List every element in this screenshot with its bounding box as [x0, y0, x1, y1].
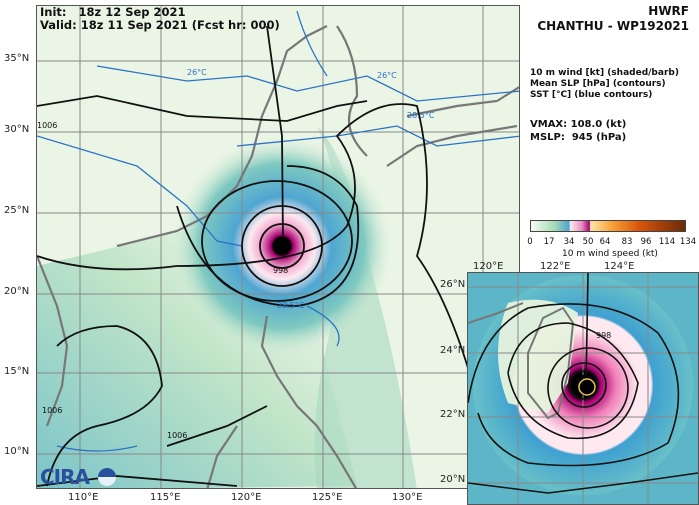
colorbar-label: 10 m wind speed (kt) — [562, 249, 658, 259]
inset-map-graphic — [468, 273, 698, 504]
sst-label: 28.5°C — [277, 301, 305, 310]
lat-label: 25°N — [4, 205, 30, 216]
mslp-value: MSLP: 945 (hPa) — [530, 132, 627, 143]
lat-label: 10°N — [4, 446, 30, 457]
cira-logo: CIRA — [40, 465, 116, 489]
lon-label: 120°E — [231, 492, 262, 503]
field-legend: 10 m wind [kt] (shaded/barb) Mean SLP [h… — [530, 68, 679, 101]
legend-slp: Mean SLP [hPa] (contours) — [530, 79, 666, 89]
lon-label: 130°E — [392, 492, 423, 503]
lon-label: 110°E — [68, 492, 99, 503]
plot-title: HWRF CHANTHU - WP192021 — [537, 4, 689, 34]
init-time: Init: 18z 12 Sep 2021 — [40, 5, 186, 19]
cbar-tick: 114 — [658, 237, 676, 247]
inset-contour-label: 998 — [596, 331, 612, 340]
cbar-tick: 34 — [563, 237, 575, 247]
contour-label: 1006 — [167, 431, 188, 440]
valid-time: Valid: 18z 11 Sep 2021 (Fcst hr: 000) — [40, 18, 280, 32]
storm-stats: VMAX: 108.0 (kt) MSLP: 945 (hPa) — [530, 118, 626, 144]
cira-logo-text: CIRA — [40, 465, 90, 489]
inset-lat-label: 22°N — [440, 409, 466, 420]
lon-label: 115°E — [150, 492, 181, 503]
lat-label: 20°N — [4, 286, 30, 297]
inset-lon-label: 120°E — [473, 261, 504, 272]
inset-lat-label: 26°N — [440, 279, 466, 290]
lat-label: 30°N — [4, 124, 30, 135]
inset-lon-label: 124°E — [604, 261, 635, 272]
lon-label: 125°E — [312, 492, 343, 503]
inset-lat-label: 24°N — [440, 345, 466, 356]
inset-lon-label: 122°E — [540, 261, 571, 272]
init-valid-text: Init: 18z 12 Sep 2021 Valid: 18z 11 Sep 2… — [40, 6, 280, 32]
sst-label: 26°C — [187, 68, 207, 77]
legend-wind: 10 m wind [kt] (shaded/barb) — [530, 68, 679, 78]
lat-label: 15°N — [4, 366, 30, 377]
cbar-tick: 134 — [679, 237, 697, 247]
legend-sst: SST [°C] (blue contours) — [530, 90, 653, 100]
inset-lat-label: 20°N — [440, 474, 466, 485]
wind-colorbar — [530, 220, 686, 232]
inset-map: 998 — [467, 272, 699, 505]
cbar-tick: 83 — [621, 237, 633, 247]
lat-label: 35°N — [4, 53, 30, 64]
contour-label: 998 — [273, 266, 289, 275]
vmax-value: VMAX: 108.0 (kt) — [530, 119, 627, 130]
cbar-tick: 17 — [543, 237, 555, 247]
main-map-graphic — [37, 6, 519, 488]
contour-label: 1006 — [37, 121, 58, 130]
cbar-tick: 50 — [582, 237, 594, 247]
sst-label: 26°C — [377, 71, 397, 80]
storm-name: CHANTHU - WP192021 — [537, 19, 689, 33]
contour-label: 1006 — [42, 406, 63, 415]
cbar-tick: 64 — [599, 237, 611, 247]
cbar-tick: 96 — [640, 237, 652, 247]
sst-label: 28.5°C — [407, 111, 435, 120]
model-name: HWRF — [648, 4, 689, 18]
main-map: 998 1006 1006 1006 26°C 26°C 28.5°C 28.5… — [36, 5, 520, 489]
cbar-tick: 0 — [527, 237, 533, 247]
cira-globe-icon — [97, 468, 116, 486]
